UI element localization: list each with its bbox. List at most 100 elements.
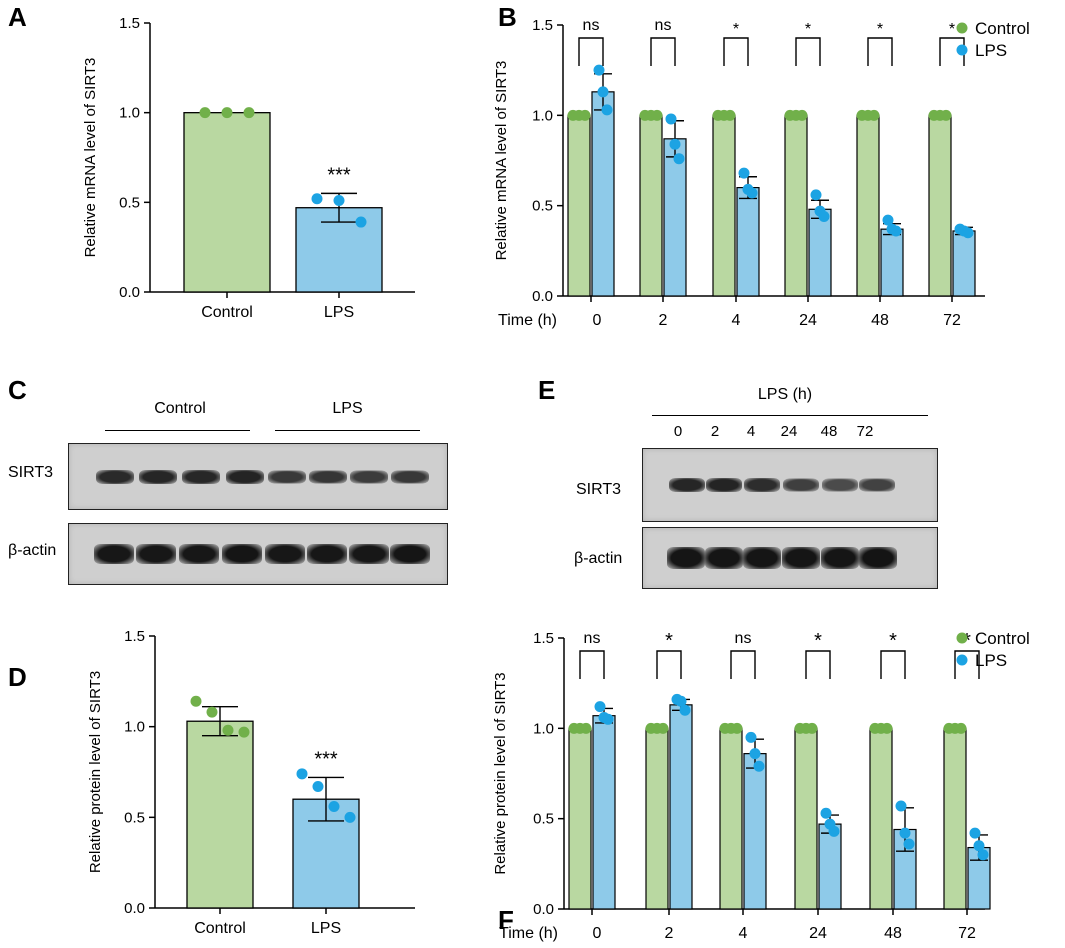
chart-b-bar-lps-48 [880, 228, 904, 297]
chart-d-x-label-control: Control [194, 920, 246, 937]
blot-c-sirt3-membrane [68, 443, 448, 510]
chart-f-bar-control-48 [869, 727, 893, 910]
chart-f-point-lps-48 [895, 800, 907, 812]
chart-d-point-lps [312, 781, 324, 793]
chart-b-bar-lps-4 [736, 187, 760, 297]
blot-e-actin-membrane [642, 527, 938, 589]
chart-d-significance-lps: *** [314, 748, 338, 770]
blot-c-sirt3-band [96, 469, 134, 484]
chart-b-x-label-4: 4 [732, 312, 741, 329]
chart-b-bar-lps-72 [952, 230, 976, 297]
chart-d-bar-control [186, 720, 254, 909]
chart-f-y-tick-label: 0.5 [533, 811, 554, 828]
chart-b-significance-24: * [805, 21, 811, 38]
chart-f-x-axis-title: Time (h) [499, 925, 558, 942]
chart-f-significance-4: ns [735, 630, 752, 647]
chart-f-legend-marker-lps [956, 654, 968, 666]
chart-d-point-control [238, 726, 250, 738]
chart-b-bar-control-0 [567, 114, 591, 297]
chart-b-point-control-0 [579, 109, 591, 121]
chart-a-y-tick-label: 0.0 [119, 284, 140, 301]
chart-b-point-lps-2 [669, 138, 681, 150]
panel-letter-d: D [8, 662, 27, 692]
chart-f-y-axis-title: Relative protein level of SIRT3 [492, 672, 509, 874]
chart-d-x-label-lps: LPS [311, 920, 341, 937]
chart-f-significance-72: * [963, 630, 971, 652]
chart-f-x-label-72: 72 [958, 925, 976, 942]
panel-letter-c: C [8, 375, 27, 405]
chart-b-x-axis-title: Time (h) [498, 312, 557, 329]
chart-b-point-control-72 [940, 109, 952, 121]
blot-e-sirt3-band [706, 478, 742, 492]
chart-f-x-label-2: 2 [665, 925, 674, 942]
chart-a: 0.0 0.5 1.0 1.5 Relative mRNA level of SIRT3… [82, 15, 415, 321]
blot-c-sirt3-band [350, 470, 388, 483]
chart-a-point-control [199, 107, 211, 119]
chart-f-bar-lps-24 [818, 823, 842, 910]
blot-c-actin-band [307, 544, 347, 564]
chart-b-point-lps-2 [673, 153, 685, 165]
chart-d-point-control [190, 695, 202, 707]
chart-b-bracket-4 [723, 37, 749, 66]
blot-c-actin-band [179, 544, 219, 564]
chart-d-point-lps [344, 811, 356, 823]
chart-a-point-lps [333, 195, 345, 207]
blot-c-actin-band [265, 544, 305, 564]
chart-b-significance-48: * [877, 21, 883, 38]
chart-f-point-lps-2 [675, 695, 687, 707]
chart-f-bracket-48 [880, 650, 906, 679]
chart-b-point-control-24 [796, 109, 808, 121]
chart-b-significance-2: ns [655, 17, 672, 34]
chart-d: 0.0 0.5 1.0 1.5 Relative protein level of SI… [87, 628, 415, 937]
chart-b-legend-marker-lps [956, 44, 968, 56]
chart-b-legend-marker-control [956, 22, 968, 34]
chart-f-y-tick-label: 0.0 [533, 901, 554, 918]
chart-b-legend-label-control: Control [975, 19, 1030, 38]
chart-f-x-label-48: 48 [884, 925, 902, 942]
chart-a-y-tick-label: 0.5 [119, 194, 140, 211]
chart-b-bar-control-2 [639, 114, 663, 297]
chart-f-point-control-0 [580, 722, 592, 734]
blot-c-label-sirt3: SIRT3 [8, 464, 54, 481]
blot-e-lane-48: 48 [820, 423, 838, 440]
chart-b-x-label-0: 0 [593, 312, 602, 329]
chart-f-bar-control-0 [568, 727, 592, 910]
blot-e-sirt3-band [822, 478, 858, 492]
chart-b-legend-label-lps: LPS [975, 41, 1007, 60]
blot-c-actin-band [390, 544, 430, 564]
chart-f-point-lps-2 [679, 704, 691, 716]
blot-e-label-actin: β-actin [574, 550, 623, 567]
chart-f-y-tick-label: 1.5 [533, 630, 554, 647]
chart-b-y-tick-label: 1.0 [532, 107, 553, 124]
blot-c-sirt3-band [139, 469, 177, 484]
chart-f-legend-label-lps: LPS [975, 651, 1007, 670]
chart-f-y-tick-label: 1.0 [533, 720, 554, 737]
blot-e-sirt3-band [669, 478, 705, 492]
chart-f-bar-lps-0 [592, 715, 616, 910]
chart-b-point-control-2 [651, 109, 663, 121]
chart-f-bracket-24 [805, 650, 831, 679]
chart-b-significance-72: * [949, 21, 955, 38]
blot-e-lane-4: 4 [746, 423, 756, 440]
chart-f-point-lps-72 [977, 849, 989, 861]
chart-f-bar-lps-4 [743, 753, 767, 910]
chart-a-point-lps [311, 193, 323, 205]
chart-b-point-lps-48 [882, 214, 894, 226]
chart-f-x-label-4: 4 [739, 925, 748, 942]
chart-b-x-label-72: 72 [943, 312, 961, 329]
chart-d-y-tick-label: 0.0 [124, 900, 145, 917]
chart-a-x-label-lps: LPS [324, 304, 354, 321]
chart-f-point-control-4 [731, 722, 743, 734]
chart-b-y-tick-label: 0.0 [532, 288, 553, 305]
chart-f-point-control-48 [881, 722, 893, 734]
blot-e-lane-2: 2 [710, 423, 720, 440]
chart-b-point-lps-0 [593, 64, 605, 76]
chart-b-bar-control-24 [784, 114, 808, 297]
chart-a-significance-lps: *** [327, 164, 351, 186]
panel-letter-a: A [8, 2, 27, 32]
chart-b-point-lps-0 [601, 104, 613, 116]
panel-letter-e: E [538, 375, 556, 405]
blot-e-lane-0: 0 [673, 423, 683, 440]
chart-f-bracket-4 [730, 650, 756, 679]
